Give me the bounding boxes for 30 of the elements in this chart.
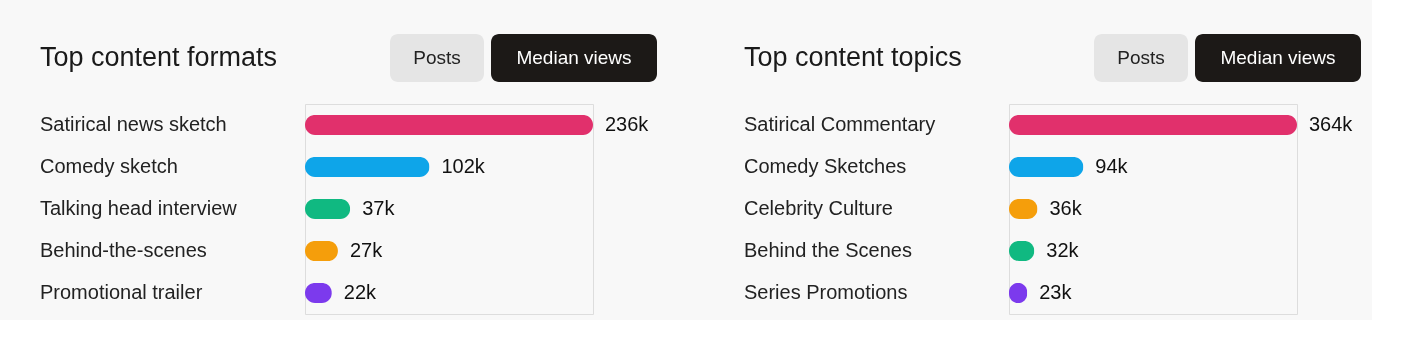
y-tick-label: Talking head interview xyxy=(40,197,238,219)
text: Median views xyxy=(1220,47,1336,68)
data-label: 37k xyxy=(362,197,396,219)
data-label: 236k xyxy=(605,113,650,135)
bar xyxy=(305,114,593,136)
y-tick-label: Celebrity Culture xyxy=(744,197,893,219)
y-tick-label: Behind-the-scenes xyxy=(40,239,207,261)
data-label: 364k xyxy=(1309,113,1354,135)
bar xyxy=(305,156,430,178)
y-tick-label: Comedy Sketches xyxy=(744,155,907,177)
text: Posts xyxy=(1117,47,1165,68)
y-tick-label: Comedy sketch xyxy=(40,155,178,177)
data-label: 94k xyxy=(1095,155,1129,177)
y-tick-label: Promotional trailer xyxy=(40,281,203,303)
y-tick-label: Satirical news sketch xyxy=(40,113,227,135)
chart-title: Top content formats xyxy=(40,42,278,72)
bar xyxy=(1009,114,1297,136)
y-tick-label: Series Promotions xyxy=(744,281,908,303)
text: Median views xyxy=(516,47,632,68)
data-label: 23k xyxy=(1039,281,1073,303)
bar xyxy=(1009,156,1084,178)
data-label: 102k xyxy=(441,155,486,177)
chart-title: Top content topics xyxy=(744,42,962,72)
data-label: 36k xyxy=(1049,197,1083,219)
data-label: 27k xyxy=(349,239,384,261)
data-label: 22k xyxy=(343,281,378,303)
y-tick-label: Behind the Scenes xyxy=(744,239,912,261)
data-label: 32k xyxy=(1046,239,1080,261)
y-tick-label: Satirical Commentary xyxy=(744,113,936,135)
text: Posts xyxy=(413,47,461,68)
